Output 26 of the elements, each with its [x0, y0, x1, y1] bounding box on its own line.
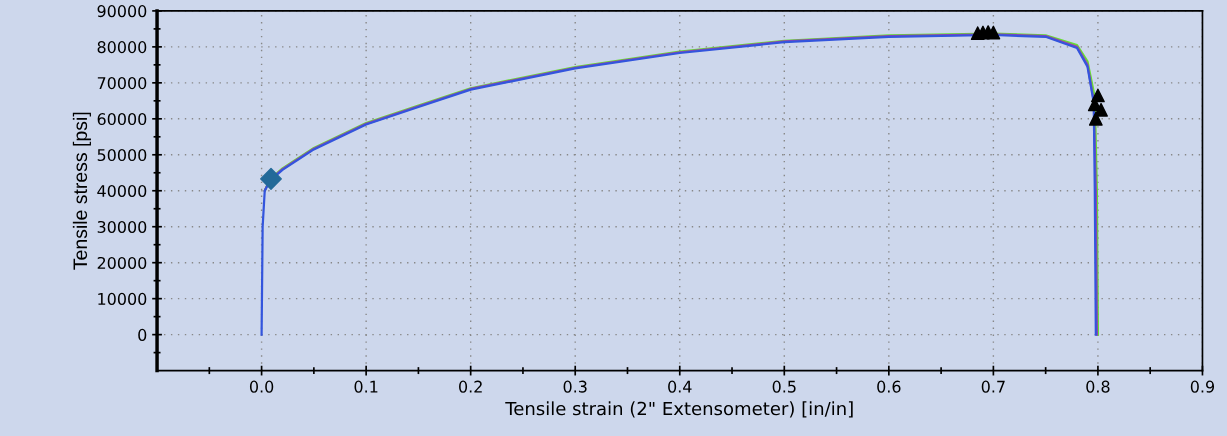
point — [986, 25, 1001, 40]
y-tick-label: 60000 — [97, 113, 147, 126]
x-tick-label: 0.5 — [772, 380, 796, 393]
y-tick-label: 80000 — [97, 41, 147, 54]
x-tick-label: 0.7 — [981, 380, 1005, 393]
y-tick-label: 30000 — [97, 220, 147, 234]
x-tick-label: 0.3 — [563, 380, 587, 393]
y-tick-label: 0 — [138, 328, 147, 341]
y-tick-label: 90000 — [97, 5, 147, 18]
x-tick-label: 0.6 — [877, 380, 901, 393]
y-tick-label: 50000 — [97, 148, 147, 162]
text: 0.0 — [249, 380, 274, 393]
y-tick-label: 40000 — [97, 184, 147, 198]
x-axis-title: Tensile strain (2" Extensometer) [in/in] — [505, 401, 853, 418]
x-tick-label: 0.1 — [354, 380, 378, 393]
x-tick-label: 0.4 — [668, 380, 692, 393]
x-tick-label: 0.8 — [1086, 380, 1110, 393]
point — [260, 167, 283, 190]
x-tick-label: 0.9 — [1190, 380, 1215, 393]
y-tick-label: 70000 — [97, 77, 147, 90]
x-tick-label: 0.2 — [459, 380, 482, 393]
point — [1094, 102, 1108, 117]
y-axis-title: Tensile stress [psi] — [72, 112, 91, 270]
y-tick-label: 20000 — [97, 256, 147, 269]
y-tick-label: 10000 — [98, 292, 147, 305]
point — [1088, 111, 1103, 126]
